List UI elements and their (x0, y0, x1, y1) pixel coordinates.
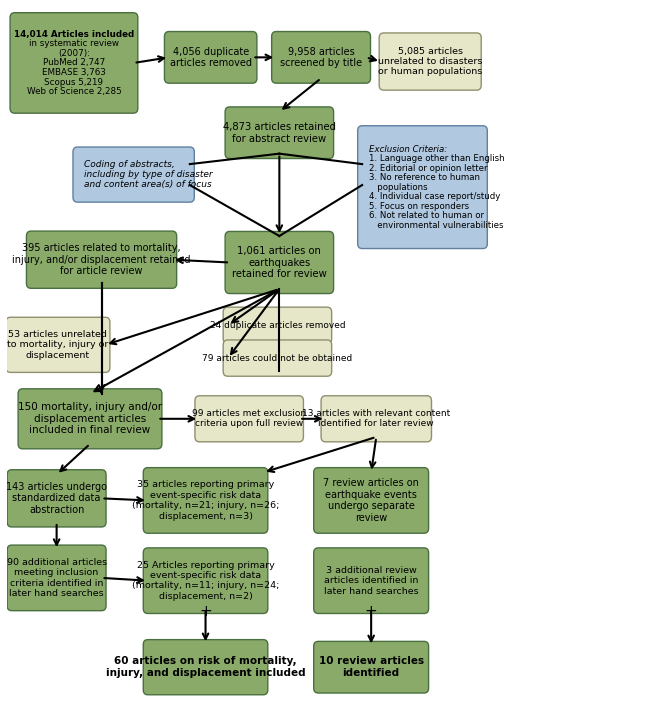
Text: 35 articles reporting primary
event-specific risk data
(mortality, n=21; injury,: 35 articles reporting primary event-spec… (132, 481, 279, 520)
Text: Scopus 5,219: Scopus 5,219 (45, 78, 103, 87)
FancyBboxPatch shape (18, 389, 162, 449)
FancyBboxPatch shape (6, 318, 110, 372)
Text: 2. Editorial or opinion letter: 2. Editorial or opinion letter (369, 164, 487, 172)
Text: EMBASE 3,763: EMBASE 3,763 (42, 68, 106, 77)
Text: 7 review articles on
earthquake events
undergo separate
review: 7 review articles on earthquake events u… (323, 478, 419, 523)
Text: populations: populations (369, 183, 427, 192)
FancyBboxPatch shape (314, 642, 428, 693)
Text: 1. Language other than English: 1. Language other than English (369, 154, 504, 163)
FancyBboxPatch shape (73, 147, 195, 202)
Text: 143 articles undergo
standardized data
abstraction: 143 articles undergo standardized data a… (6, 482, 107, 515)
FancyBboxPatch shape (272, 31, 371, 83)
Text: in systematic review: in systematic review (29, 39, 119, 48)
Text: 90 additional articles
meeting inclusion
criteria identified in
later hand searc: 90 additional articles meeting inclusion… (7, 557, 107, 598)
FancyBboxPatch shape (7, 470, 106, 527)
FancyBboxPatch shape (7, 545, 106, 611)
Text: 150 mortality, injury and/or
displacement articles
included in final review: 150 mortality, injury and/or displacemen… (18, 402, 162, 436)
Text: Exclusion Criteria:: Exclusion Criteria: (369, 145, 447, 154)
Text: 24 duplicate articles removed: 24 duplicate articles removed (210, 321, 345, 330)
Text: PubMed 2,747: PubMed 2,747 (43, 58, 105, 68)
Text: 10 review articles
identified: 10 review articles identified (318, 656, 424, 678)
Text: 4,056 duplicate
articles removed: 4,056 duplicate articles removed (170, 46, 252, 68)
Text: 25 Articles reporting primary
event-specific risk data
(mortality, n=11; injury,: 25 Articles reporting primary event-spec… (132, 560, 279, 601)
Text: (2007):: (2007): (58, 49, 90, 58)
FancyBboxPatch shape (314, 548, 428, 614)
Text: 1,061 articles on
earthquakes
retained for review: 1,061 articles on earthquakes retained f… (232, 246, 327, 279)
Text: +: + (199, 604, 212, 619)
FancyBboxPatch shape (195, 396, 303, 442)
Text: 79 articles could not be obtained: 79 articles could not be obtained (202, 354, 352, 362)
FancyBboxPatch shape (164, 31, 257, 83)
Text: Web of Science 2,285: Web of Science 2,285 (27, 87, 121, 96)
Text: 14,014 Articles included: 14,014 Articles included (14, 30, 134, 38)
FancyBboxPatch shape (223, 307, 331, 343)
Text: Coding of abstracts,
including by type of disaster
and content area(s) of focus: Coding of abstracts, including by type o… (84, 159, 212, 189)
Text: 9,958 articles
screened by title: 9,958 articles screened by title (280, 46, 362, 68)
Text: 4,873 articles retained
for abstract review: 4,873 articles retained for abstract rev… (223, 122, 336, 144)
FancyBboxPatch shape (358, 126, 487, 248)
FancyBboxPatch shape (225, 107, 333, 159)
Text: 5,085 articles
unrelated to disasters
or human populations: 5,085 articles unrelated to disasters or… (378, 47, 482, 76)
FancyBboxPatch shape (321, 396, 432, 442)
Text: 3. No reference to human: 3. No reference to human (369, 173, 479, 182)
Text: 99 articles met exclusion
criteria upon full review: 99 articles met exclusion criteria upon … (192, 409, 307, 429)
FancyBboxPatch shape (143, 639, 268, 695)
FancyBboxPatch shape (143, 468, 268, 533)
FancyBboxPatch shape (379, 33, 481, 90)
Text: 5. Focus on responders: 5. Focus on responders (369, 201, 469, 211)
Text: environmental vulnerabilities: environmental vulnerabilities (369, 221, 503, 230)
FancyBboxPatch shape (223, 340, 331, 376)
Text: 6. Not related to human or: 6. Not related to human or (369, 211, 483, 220)
FancyBboxPatch shape (26, 231, 177, 288)
Text: 53 articles unrelated
to mortality, injury or
displacement: 53 articles unrelated to mortality, inju… (7, 330, 109, 360)
Text: 4. Individual case report/study: 4. Individual case report/study (369, 192, 500, 201)
FancyBboxPatch shape (143, 548, 268, 614)
Text: 60 articles on risk of mortality,
injury, and displacement included: 60 articles on risk of mortality, injury… (105, 656, 305, 678)
Text: +: + (365, 604, 377, 619)
Text: 13 articles with relevant content
identified for later review: 13 articles with relevant content identi… (302, 409, 451, 429)
Text: 3 additional review
articles identified in
later hand searches: 3 additional review articles identified … (324, 566, 419, 595)
FancyBboxPatch shape (314, 468, 428, 533)
FancyBboxPatch shape (10, 13, 138, 113)
FancyBboxPatch shape (225, 231, 333, 293)
Text: 395 articles related to mortality,
injury, and/or displacement retained
for arti: 395 articles related to mortality, injur… (12, 243, 191, 276)
